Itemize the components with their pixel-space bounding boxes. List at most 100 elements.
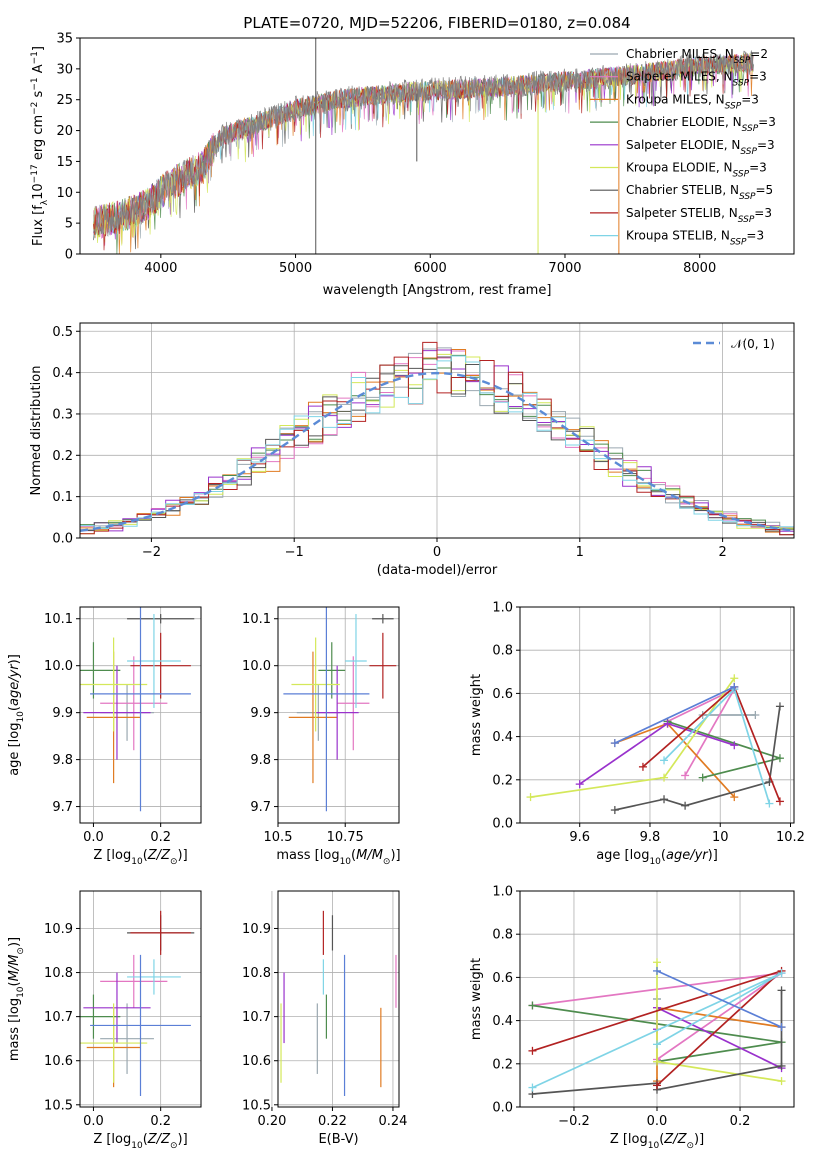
x-tick-label: 10.75 — [327, 830, 364, 845]
x-tick-label: 0.0 — [83, 830, 104, 845]
legend-entry: Salpeter MILES, NSSP=3 — [626, 70, 767, 89]
x-axis-label: Z [log10(Z/Z⊙)] — [93, 848, 187, 867]
x-tick-label: −0.2 — [558, 1114, 590, 1129]
axes-frame — [519, 890, 795, 1108]
y-tick-label: 10.9 — [242, 922, 271, 937]
normal-curve — [80, 371, 794, 532]
axes-frame — [519, 606, 795, 824]
figure-title: PLATE=0720, MJD=52206, FIBERID=0180, z=0… — [243, 14, 630, 32]
x-axis-label: age [log10(age/yr)] — [596, 848, 718, 867]
legend-entry: Salpeter ELODIE, NSSP=3 — [626, 138, 775, 157]
y-tick-label: 25 — [56, 93, 73, 108]
y-tick-label: 1.0 — [492, 885, 513, 900]
y-tick-label: 0.3 — [52, 407, 73, 422]
x-tick-label: 10.2 — [776, 830, 805, 845]
axes-mass_vs_Z: 0.0 0.2 10.5 10.6 10.7 10.8 10.9 Z [log10(Z/Z⊙)… — [7, 890, 202, 1151]
observed-spectrum-line — [93, 50, 754, 235]
y-tick-label: 0.2 — [492, 1057, 513, 1072]
axes-age_vs_Z: 0.0 0.2 9.7 9.8 9.9 10.0 10.1 Z [log10(Z/Z⊙)] ag… — [7, 606, 202, 867]
x-tick-label: 0.24 — [378, 1114, 407, 1129]
y-tick-label: 10.1 — [44, 612, 73, 627]
y-tick-label: 9.8 — [52, 753, 73, 768]
y-tick-label: 0 — [65, 248, 73, 263]
x-axis-label: Z [log10(Z/Z⊙)] — [610, 1132, 704, 1151]
plot-area-weight_vs_age — [526, 674, 784, 815]
plot-area-mass_vs_ebv — [280, 910, 397, 1096]
x-axis-label: (data-model)/error — [377, 563, 498, 578]
legend: 𝒩(0, 1) — [693, 337, 775, 351]
y-tick-label: 10.9 — [44, 922, 73, 937]
axes-frame — [277, 890, 400, 1108]
x-tick-label: −1 — [285, 545, 304, 560]
y-tick-label: 0.6 — [492, 971, 513, 986]
x-tick-label: −2 — [142, 545, 161, 560]
y-tick-label: 9.7 — [250, 800, 271, 815]
axes-frame — [277, 606, 400, 824]
legend-entry: 𝒩(0, 1) — [731, 337, 775, 351]
axes-weight_vs_Z: −0.2 0.0 0.2 0.0 0.2 0.4 0.6 0.8 1.0 Z [log10(Z/Z… — [469, 885, 795, 1151]
x-tick-label: 5000 — [279, 261, 312, 276]
axes-residuals: −2 −1 0 1 2 0.0 0.1 0.2 0.3 0.4 0.5 (data-model)/er… — [29, 322, 795, 578]
x-tick-label: 2 — [718, 545, 726, 560]
x-tick-label: 0.2 — [730, 1114, 751, 1129]
x-tick-label: 0.20 — [257, 1114, 286, 1129]
y-tick-label: 10 — [56, 186, 73, 201]
plot-area-spectrum — [93, 38, 754, 254]
y-tick-label: 9.8 — [250, 753, 271, 768]
x-axis-label: mass [log10(M/M⊙)] — [276, 848, 400, 867]
y-tick-label: 0.4 — [52, 366, 73, 381]
y-axis-label: age [log10(age/yr)] — [7, 654, 26, 776]
plot-area-residuals — [80, 341, 794, 538]
x-tick-label: 10.5 — [264, 830, 293, 845]
y-tick-label: 0.8 — [492, 928, 513, 943]
y-axis-label: mass weight — [469, 674, 484, 756]
x-tick-label: 0 — [433, 545, 441, 560]
axes-frame — [79, 322, 795, 539]
axes-frame — [79, 606, 202, 824]
x-tick-label: 6000 — [414, 261, 447, 276]
legend-entry: Kroupa ELODIE, NSSP=3 — [626, 161, 767, 180]
y-tick-label: 20 — [56, 124, 73, 139]
y-tick-label: 0.0 — [492, 1101, 513, 1116]
x-tick-label: 8000 — [683, 261, 716, 276]
legend-entry: Chabrier MILES, NSSP=2 — [626, 47, 768, 66]
x-tick-label: 0.0 — [647, 1114, 668, 1129]
y-tick-label: 9.7 — [52, 800, 73, 815]
x-axis-label: wavelength [Angstrom, rest frame] — [323, 283, 552, 298]
y-tick-label: 0.0 — [52, 532, 73, 547]
y-tick-label: 0.4 — [492, 1014, 513, 1029]
x-tick-label: 9.8 — [640, 830, 661, 845]
legend-entry: Chabrier ELODIE, NSSP=3 — [626, 115, 776, 134]
x-tick-label: 0.22 — [318, 1114, 347, 1129]
legend-entry: Salpeter STELIB, NSSP=3 — [626, 206, 772, 225]
y-tick-label: 1.0 — [492, 601, 513, 616]
y-tick-label: 10.6 — [44, 1054, 73, 1069]
y-axis-label: Normed distribution — [29, 366, 44, 496]
y-axis-label: mass [log10(M/M⊙)] — [7, 937, 26, 1061]
y-tick-label: 9.9 — [250, 706, 271, 721]
y-tick-label: 0.5 — [52, 325, 73, 340]
x-tick-label: 9.6 — [569, 830, 590, 845]
histogram-step — [80, 355, 794, 538]
legend-entry: Kroupa MILES, NSSP=3 — [626, 92, 759, 111]
legend-entry: Kroupa STELIB, NSSP=3 — [626, 229, 764, 248]
y-tick-label: 0.1 — [52, 490, 73, 505]
legend-entry: Chabrier STELIB, NSSP=5 — [626, 183, 773, 202]
y-tick-label: 10.5 — [242, 1098, 271, 1113]
axes-weight_vs_age: 9.6 9.8 10 10.2 0.0 0.2 0.4 0.6 0.8 1.0 age [log10… — [469, 601, 805, 868]
axes-mass_vs_ebv: 0.20 0.22 0.24 10.5 10.6 10.7 10.8 10.9 E(B-V) — [242, 890, 407, 1147]
legend: Chabrier MILES, NSSP=2 Salpeter MILES, NS… — [590, 47, 776, 248]
y-tick-label: 0.0 — [492, 817, 513, 832]
axes-spectrum: 4000 5000 6000 7000 8000 0 5 10 15 20 25 30 35 wavele… — [30, 32, 795, 298]
y-tick-label: 0.2 — [492, 773, 513, 788]
y-tick-label: 10.7 — [242, 1010, 271, 1025]
x-tick-label: 0.2 — [150, 1114, 171, 1129]
y-axis-label: Flux [fλ10−17 erg cm−2 s−1 A−1] — [30, 46, 50, 246]
plot-area-age_vs_Z — [80, 607, 195, 812]
y-tick-label: 0.4 — [492, 730, 513, 745]
x-tick-label: 1 — [576, 545, 584, 560]
y-tick-label: 10.8 — [44, 966, 73, 981]
y-tick-label: 9.9 — [52, 706, 73, 721]
y-tick-label: 0.6 — [492, 687, 513, 702]
axes-age_vs_mass: 10.5 10.75 9.7 9.8 9.9 10.0 10.1 mass [log10(M/… — [242, 606, 401, 867]
